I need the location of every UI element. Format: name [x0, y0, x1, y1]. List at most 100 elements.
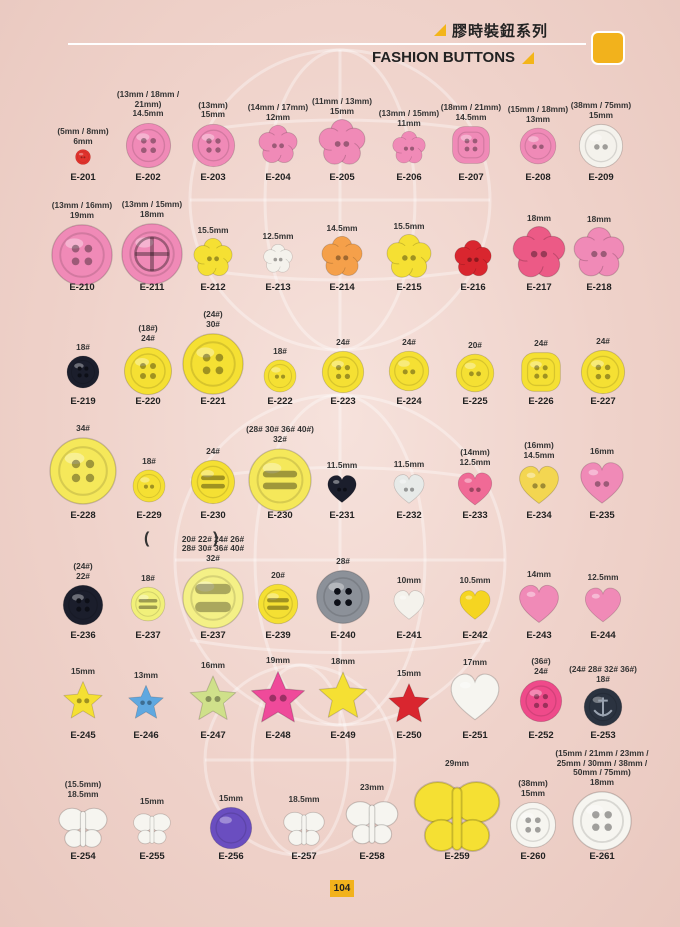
series-title-chinese: 膠時裝鈕系列 [452, 22, 549, 40]
product-code: E-251 [462, 730, 488, 741]
flower-button-icon [318, 119, 366, 172]
section-marker-icon [591, 31, 625, 65]
round-button-icon [578, 123, 624, 174]
heart-button-icon [392, 588, 426, 627]
round-button-icon [509, 801, 557, 854]
product-code: E-226 [528, 396, 554, 407]
round-button-icon [519, 679, 563, 728]
product-code: E-218 [586, 282, 612, 293]
product-code: E-233 [462, 510, 488, 521]
round-button-icon [455, 353, 495, 398]
round-button-icon [123, 346, 173, 401]
product-code: E-236 [70, 630, 96, 641]
size-label: 18# [273, 345, 287, 356]
product-code: E-225 [462, 396, 488, 407]
size-label: (24# 28# 32# 36#) 18# [569, 664, 637, 684]
size-label: 16mm [590, 445, 614, 456]
product-code: E-234 [526, 510, 552, 521]
size-label: 13mm [134, 669, 158, 680]
round-button-icon [583, 687, 623, 732]
flower-button-icon [321, 236, 363, 283]
product-code: E-201 [70, 172, 96, 183]
size-label: (18mm / 21mm) 14.5mm [440, 102, 502, 122]
flower-button-icon [386, 234, 432, 285]
product-code: E-260 [520, 851, 546, 862]
round-button-icon [125, 122, 172, 174]
product-code: E-256 [218, 851, 244, 862]
product-code: E-240 [330, 630, 356, 641]
round-button-icon [191, 123, 236, 173]
size-label: 15mm [397, 667, 421, 678]
heart-button-icon [517, 582, 561, 631]
size-label: 24# [596, 335, 610, 346]
product-code: E-246 [133, 730, 159, 741]
size-label: 24# [534, 337, 548, 348]
product-code: E-220 [135, 396, 161, 407]
heart-button-icon [517, 463, 561, 512]
size-label: 24# [402, 336, 416, 347]
size-label: (11mm / 13mm) 15mm [312, 96, 372, 116]
product-code: E-228 [70, 510, 96, 521]
heart-button-icon [448, 670, 502, 729]
round-button-icon [75, 149, 91, 170]
round-button-icon [263, 359, 297, 398]
round-button-icon [451, 125, 491, 170]
product-code: E-207 [458, 172, 484, 183]
size-label: (24#) 22# [73, 561, 93, 581]
bracket-left: ( [144, 530, 150, 547]
product-code: E-215 [396, 282, 422, 293]
round-button-icon [50, 223, 114, 292]
size-label: 12.5mm [262, 230, 294, 241]
round-button-icon [62, 584, 104, 631]
product-code: E-243 [526, 630, 552, 641]
flower-button-icon [454, 240, 492, 283]
product-code: E-205 [329, 172, 355, 183]
product-code: E-203 [200, 172, 226, 183]
flower-button-icon [263, 244, 293, 279]
round-button-icon [519, 127, 557, 170]
butterfly-button-icon [282, 807, 326, 856]
butterfly-button-icon [57, 802, 109, 859]
product-code: E-227 [590, 396, 616, 407]
size-label: (18#) 24# [138, 323, 158, 343]
round-button-icon [247, 447, 313, 518]
star-button-icon [249, 668, 307, 731]
product-code: E-210 [69, 282, 95, 293]
round-button-icon [315, 569, 371, 630]
size-label: 24# [336, 336, 350, 347]
size-label: 11.5mm [393, 458, 425, 469]
size-label: 16mm [201, 659, 225, 670]
flower-button-icon [193, 238, 233, 283]
product-code: E-253 [590, 730, 616, 741]
flower-button-icon [258, 125, 298, 170]
size-label: 10.5mm [459, 574, 491, 585]
round-button-icon [520, 351, 562, 398]
product-code: E-230 [200, 510, 226, 521]
flower-button-icon [512, 226, 566, 285]
product-code: E-252 [528, 730, 554, 741]
product-code: E-231 [329, 510, 355, 521]
size-label: 18mm [587, 213, 611, 224]
size-label: 20# [271, 569, 285, 580]
product-code: E-219 [70, 396, 96, 407]
size-label: 20# [468, 339, 482, 350]
size-label: 18# [141, 572, 155, 583]
star-button-icon [317, 669, 369, 726]
size-label: (15mm / 18mm) 13mm [507, 104, 569, 124]
product-code: E-235 [589, 510, 615, 521]
flower-button-icon [392, 131, 426, 170]
size-label: (14mm) 12.5mm [459, 447, 491, 467]
butterfly-button-icon [411, 771, 503, 868]
flower-button-icon [573, 227, 625, 284]
size-label: 20# 22# 24# 26# 28# 30# 36# 40# 32# [181, 533, 245, 563]
product-code: E-229 [136, 510, 162, 521]
size-label: 17mm [463, 656, 487, 667]
product-code: E-249 [330, 730, 356, 741]
size-label: 23mm [360, 781, 384, 792]
size-label: 12.5mm [587, 571, 619, 582]
size-label: (15mm / 21mm / 23mm /25mm / 30mm / 38mm … [555, 748, 649, 787]
heart-button-icon [392, 472, 426, 511]
round-button-icon [66, 355, 100, 394]
size-label: (13mm / 15mm) 18mm [121, 199, 183, 219]
